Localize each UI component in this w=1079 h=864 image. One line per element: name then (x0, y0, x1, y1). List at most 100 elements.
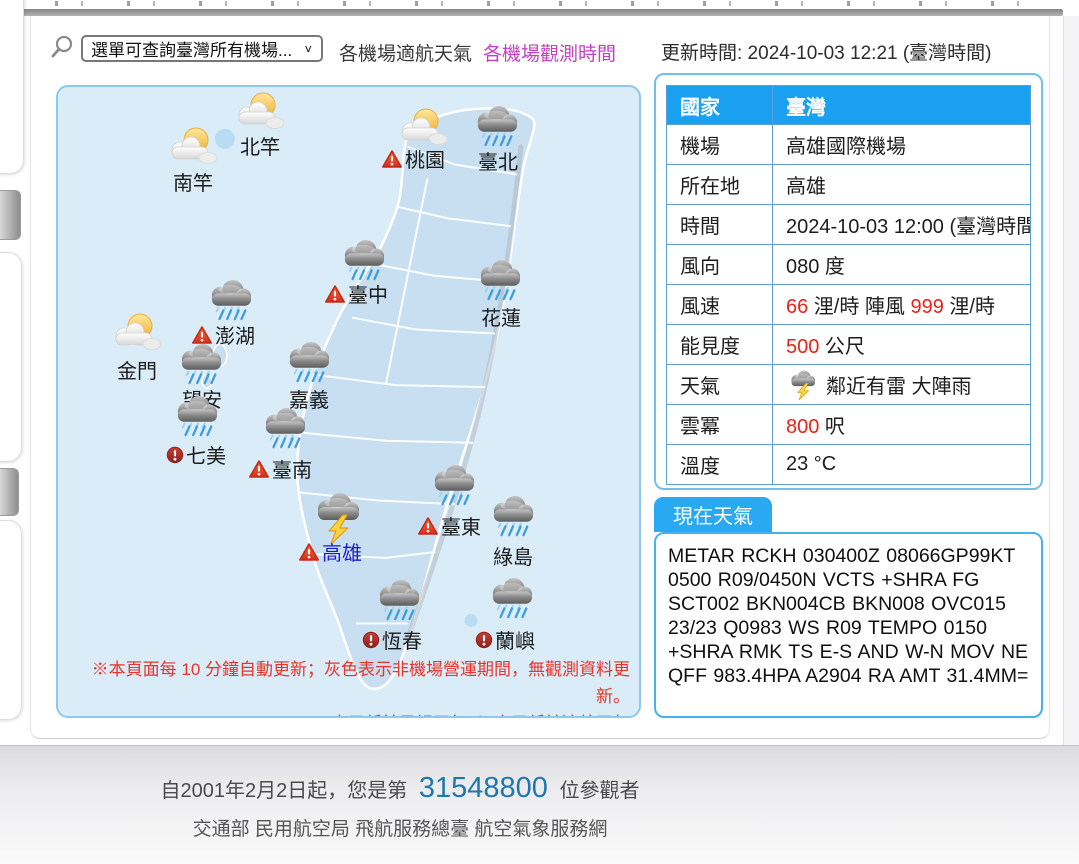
station-label[interactable]: 臺東 (417, 511, 481, 540)
airport-info-box: 國家 臺灣 機場 高雄國際機場 所在地 高雄 時間 2024-10-03 12:00 (臺灣時… (654, 73, 1043, 490)
station-label[interactable]: 花蓮 (481, 308, 521, 330)
counter-suffix: 位參觀者 (559, 780, 640, 802)
counter-value: 31548800 (418, 772, 548, 804)
row-label-cell: 天氣 (666, 364, 773, 405)
row-value-cell: 66 浬/時 陣風 999 浬/時 (772, 284, 1031, 325)
header-value-cell: 臺灣 (772, 85, 1031, 125)
rain-cloud-icon[interactable] (375, 579, 423, 621)
tab-current-weather[interactable]: 現在天氣 (654, 497, 772, 532)
airport-info-table: 國家 臺灣 機場 高雄國際機場 所在地 高雄 時間 2024-10-03 12:00 (臺灣時… (666, 85, 1031, 485)
station-label[interactable]: 臺中 (324, 279, 388, 308)
rain-cloud-icon[interactable] (207, 279, 255, 321)
sidebar-button-fragment[interactable] (0, 190, 21, 240)
chevron-down-icon: ∨ (303, 42, 313, 55)
station-label[interactable]: 澎湖 (191, 320, 255, 349)
triangle-warning-icon (298, 542, 320, 562)
scrollbar[interactable] (1063, 16, 1079, 745)
station-label[interactable]: 嘉義 (289, 390, 329, 412)
station-label[interactable]: 七美 (166, 440, 226, 469)
rain-cloud-icon[interactable] (173, 395, 221, 437)
page-footer: 自2001年2月2日起，您是第 31548800 位參觀者 交通部 民用航空局 … (0, 745, 1079, 864)
row-value-cell: 080 度 (772, 244, 1031, 285)
tab-current-weather-label: 現在天氣 (673, 506, 753, 528)
station-label[interactable]: 金門 (117, 361, 157, 383)
sidebar-panel-fragment (0, 520, 22, 720)
table-header-row: 國家 臺灣 (666, 85, 1031, 125)
table-row: 風向 080 度 (666, 244, 1031, 285)
main-content-panel: 選單可查詢臺灣所有機場... ∨ 各機場適航天氣 各機場觀測時間 更新時間: 2… (30, 16, 1050, 739)
rain-cloud-icon[interactable] (430, 464, 478, 506)
triangle-warning-icon (191, 325, 213, 345)
search-icon (49, 34, 75, 60)
table-row: 時間 2024-10-03 12:00 (臺灣時間) (666, 204, 1031, 245)
station-label[interactable]: 蘭嶼 (475, 625, 535, 654)
row-value-cell: 800 呎 (772, 404, 1031, 445)
airport-select-dropdown[interactable]: 選單可查詢臺灣所有機場... ∨ (81, 35, 323, 62)
table-row: 能見度 500 公尺 (666, 324, 1031, 365)
station-label[interactable]: 桃園 (381, 144, 445, 173)
row-label-cell: 能見度 (666, 324, 773, 365)
taiwan-island (295, 107, 536, 691)
row-label-cell: 時間 (666, 204, 773, 245)
circle-warning-note: 表示低於適航天氣 (494, 710, 630, 716)
thunder-cloud-icon (786, 370, 820, 400)
table-row: 天氣 鄰近有雷 大陣雨 (666, 364, 1031, 405)
row-value-cell: 鄰近有雷 大陣雨 (772, 364, 1031, 405)
rain-cloud-icon[interactable] (261, 407, 309, 449)
rain-cloud-icon[interactable] (489, 495, 537, 537)
update-time-text: 更新時間: 2024-10-03 12:21 (臺灣時間) (661, 43, 992, 64)
sun-cloud-icon[interactable] (168, 125, 218, 167)
metar-report-box: METAR RCKH 030400Z 08066GP99KT 0500 R09/… (654, 532, 1043, 718)
circle-warning-icon (362, 631, 380, 649)
station-label[interactable]: 高雄 (298, 537, 362, 566)
sidebar-panel-fragment (0, 0, 24, 174)
triangle-warning-note: 表示低於目視天氣 (331, 710, 467, 716)
row-value-cell: 高雄國際機場 (772, 124, 1031, 165)
taiwan-map-graphic (123, 107, 536, 691)
sidebar-button-fragment[interactable] (0, 468, 19, 516)
row-label-cell: 風向 (666, 244, 773, 285)
row-label-cell: 雲冪 (666, 404, 773, 445)
circle-warning-icon (475, 631, 493, 649)
station-label[interactable]: 南竿 (173, 173, 213, 195)
metar-text: METAR RCKH 030400Z 08066GP99KT 0500 R09/… (668, 545, 1029, 687)
rain-cloud-icon[interactable] (285, 341, 333, 383)
row-label-cell: 所在地 (666, 164, 773, 205)
table-row: 雲冪 800 呎 (666, 404, 1031, 445)
station-label[interactable]: 北竿 (240, 137, 280, 159)
header-label-cell: 國家 (666, 85, 773, 125)
auto-update-note: ※本頁面每 10 分鐘自動更新；灰色表示非機場營運期間，無觀測資料更新。 (91, 660, 630, 706)
sun-cloud-icon[interactable] (398, 106, 448, 148)
rain-cloud-icon[interactable] (473, 105, 521, 147)
link-airport-observation-time[interactable]: 各機場觀測時間 (483, 44, 617, 65)
station-label[interactable]: 恆春 (362, 625, 422, 654)
row-value-cell: 高雄 (772, 164, 1031, 205)
circle-warning-icon (472, 715, 489, 718)
rain-cloud-icon[interactable] (476, 259, 524, 301)
triangle-warning-icon (306, 715, 326, 719)
airport-select-value: 選單可查詢臺灣所有機場... (91, 41, 293, 60)
map-footnotes: ※本頁面每 10 分鐘自動更新；灰色表示非機場營運期間，無觀測資料更新。 表示低… (58, 656, 630, 719)
rain-cloud-icon[interactable] (488, 577, 536, 619)
table-row: 溫度 23 °C (666, 444, 1031, 485)
row-value-cell: 2024-10-03 12:00 (臺灣時間) (772, 204, 1031, 245)
triangle-warning-icon (417, 516, 439, 536)
sidebar-panel-fragment (0, 252, 22, 462)
rain-cloud-icon[interactable] (340, 239, 388, 281)
sun-cloud-icon[interactable] (235, 90, 285, 132)
row-label-cell: 風速 (666, 284, 773, 325)
station-label[interactable]: 臺南 (248, 454, 312, 483)
row-value-cell: 500 公尺 (772, 324, 1031, 365)
table-row: 機場 高雄國際機場 (666, 124, 1031, 165)
menu-separator-bar (0, 9, 1063, 16)
visitor-counter: 自2001年2月2日起，您是第 31548800 位參觀者 (30, 772, 770, 805)
link-airport-flight-weather[interactable]: 各機場適航天氣 (339, 44, 473, 65)
weather-map: 北竿南竿桃園臺北臺中花蓮澎湖金門望安嘉義七美臺南高雄臺東綠島恆春蘭嶼 ※本頁面每… (56, 85, 641, 718)
station-label[interactable]: 綠島 (493, 547, 533, 569)
counter-prefix: 自2001年2月2日起，您是第 (160, 780, 408, 802)
station-label[interactable]: 臺北 (478, 152, 518, 174)
rain-cloud-icon[interactable] (177, 343, 225, 385)
sun-cloud-icon[interactable] (112, 311, 162, 353)
row-label-cell: 機場 (666, 124, 773, 165)
table-row: 所在地 高雄 (666, 164, 1031, 205)
